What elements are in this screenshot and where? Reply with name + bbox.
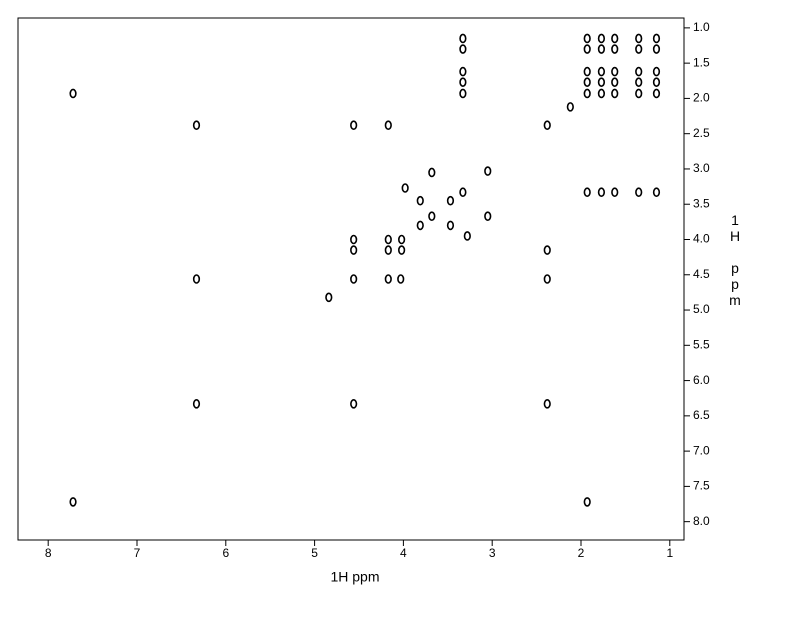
y-tick-label: 3.0 [693, 161, 710, 175]
y-tick-label: 2.0 [693, 91, 710, 105]
cross-peak [611, 66, 619, 77]
x-tick-label: 6 [222, 546, 229, 560]
cross-peak [428, 211, 436, 222]
cross-peak [446, 220, 455, 231]
x-axis-label: 1H ppm [330, 569, 379, 585]
cross-peak [635, 33, 643, 44]
cross-peak [384, 245, 392, 255]
cross-peak [459, 66, 467, 77]
cross-peak [597, 77, 606, 87]
y-tick-label: 1.5 [693, 55, 710, 69]
cross-peak [543, 245, 551, 255]
cross-peak [350, 274, 358, 284]
cross-peak [416, 220, 424, 231]
cross-peak [635, 88, 643, 99]
x-tick-label: 4 [400, 546, 407, 560]
cross-peak [416, 195, 424, 206]
x-tick-label: 3 [489, 546, 496, 560]
y-tick-label: 4.5 [693, 267, 710, 281]
cross-peak [635, 187, 643, 198]
cross-peak [583, 88, 591, 99]
cross-peak [350, 245, 358, 255]
cross-peak [384, 120, 392, 131]
y-tick-label: 4.0 [693, 232, 710, 246]
cross-peak [652, 44, 661, 54]
cross-peak [597, 88, 606, 99]
cross-peak [652, 77, 661, 87]
cross-peak [69, 88, 77, 99]
cross-peak [583, 77, 591, 87]
cross-peak [543, 120, 551, 131]
y-tick-label: 5.0 [693, 302, 710, 316]
cross-peak [459, 187, 467, 198]
cross-peak [652, 66, 661, 77]
cross-peak [401, 183, 409, 193]
x-tick-label: 1 [666, 546, 673, 560]
cross-peak [635, 66, 643, 77]
cross-peak [69, 497, 77, 507]
cross-peak [583, 33, 591, 44]
y-tick-label: 8.0 [693, 514, 710, 528]
cross-peak [583, 66, 591, 77]
plot-frame [17, 17, 685, 541]
cross-peak [611, 33, 619, 44]
cross-peak [597, 66, 606, 77]
cross-peak [583, 497, 591, 507]
x-tick-label: 2 [578, 546, 585, 560]
cross-peak [459, 44, 467, 54]
cross-peak [463, 231, 471, 241]
cross-peak [325, 292, 333, 303]
cross-peak [543, 399, 551, 409]
cross-peak [652, 187, 661, 198]
x-tick-label: 8 [45, 546, 52, 560]
cross-peak [652, 33, 661, 44]
cross-peak [484, 211, 492, 222]
cross-peak [543, 274, 551, 284]
cross-peak [192, 120, 201, 131]
cross-peak [459, 77, 467, 87]
cross-peak [652, 88, 661, 99]
y-tick-label: 5.5 [693, 337, 710, 351]
cross-peak [398, 234, 406, 245]
cross-peak [611, 88, 619, 99]
cross-peak [583, 187, 591, 198]
cross-peak [428, 167, 436, 178]
cross-peak [384, 274, 392, 284]
cross-peak [397, 274, 405, 284]
y-tick-label: 1.0 [693, 20, 710, 34]
y-axis-label: 1H ppm [727, 212, 743, 308]
cross-peak [398, 245, 406, 255]
y-tick-label: 7.0 [693, 443, 710, 457]
cross-peak [566, 102, 574, 112]
x-tick-label: 5 [311, 546, 318, 560]
cross-peak [597, 33, 606, 44]
cross-peak [611, 77, 619, 87]
y-tick-label: 7.5 [693, 479, 710, 493]
cross-peak [192, 274, 201, 284]
x-tick-label: 7 [134, 546, 141, 560]
cross-peak [350, 120, 358, 131]
cross-peak [459, 88, 467, 99]
cross-peak [583, 44, 591, 54]
cross-peak [192, 399, 201, 409]
cross-peak [384, 234, 392, 245]
cross-peak [597, 44, 606, 54]
cross-peak [635, 77, 643, 87]
cross-peak [611, 44, 619, 54]
y-tick-label: 2.5 [693, 126, 710, 140]
cross-peak [459, 33, 467, 44]
cross-peak [446, 195, 455, 206]
cross-peak [635, 44, 643, 54]
cross-peak [611, 187, 619, 198]
y-tick-label: 6.5 [693, 408, 710, 422]
cross-peak [350, 399, 358, 409]
cross-peak [350, 234, 358, 245]
cross-peak [484, 166, 492, 176]
cross-peak [597, 187, 606, 198]
y-tick-label: 6.0 [693, 373, 710, 387]
y-tick-label: 3.5 [693, 196, 710, 210]
